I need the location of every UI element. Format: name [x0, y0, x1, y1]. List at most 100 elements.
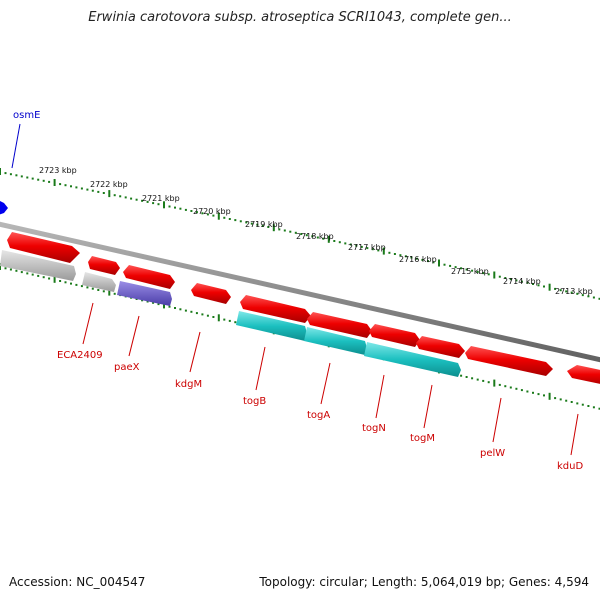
ruler-minor-tick	[278, 228, 281, 231]
ruler-minor-tick	[487, 381, 490, 384]
ruler-minor-tick	[157, 303, 160, 306]
ruler-minor-tick	[228, 218, 231, 220]
ruler-minor-tick	[184, 309, 187, 312]
gene-arrow-10[interactable]	[307, 312, 372, 338]
ruler-minor-tick	[201, 313, 204, 316]
feature-label-togm[interactable]: togM	[410, 433, 435, 444]
gene-arrow-2[interactable]	[0, 250, 76, 281]
ruler-minor-tick	[212, 316, 215, 318]
gene-arrow-14[interactable]	[416, 336, 465, 358]
ruler-minor-tick	[554, 397, 557, 400]
ruler-minor-tick	[543, 285, 545, 288]
ruler-minor-tick	[4, 172, 7, 175]
feature-label-eca2409[interactable]: ECA2409	[57, 350, 103, 361]
ruler-minor-tick	[311, 235, 314, 238]
feature-label-togb[interactable]: togB	[243, 396, 266, 407]
ruler-minor-tick	[404, 255, 407, 258]
ruler-minor-tick	[498, 275, 501, 278]
ruler-minor-tick	[174, 307, 176, 309]
ruler-minor-tick	[64, 281, 67, 284]
ruler-minor-tick	[322, 237, 325, 240]
ruler-major-tick	[53, 275, 56, 283]
ruler-minor-tick	[152, 301, 155, 304]
gene-arrow-5[interactable]	[123, 265, 175, 289]
ruler-minor-tick	[174, 206, 176, 209]
gene-arrow-16[interactable]	[567, 365, 600, 386]
ruler-major-tick	[0, 263, 1, 270]
ruler-minor-tick	[559, 289, 562, 292]
ruler-minor-tick	[520, 389, 523, 392]
feature-label-kdgm[interactable]: kdgM	[175, 379, 202, 390]
gene-arrow-8[interactable]	[240, 295, 311, 323]
tick-label: 2713 kbp	[555, 287, 593, 296]
ruler-minor-tick	[598, 407, 600, 410]
gene-arrow-11[interactable]	[304, 327, 367, 355]
ruler-minor-tick	[537, 393, 540, 396]
ruler-minor-tick	[212, 214, 215, 217]
ruler-minor-tick	[316, 236, 319, 239]
ruler-minor-tick	[427, 260, 429, 263]
ruler-minor-tick	[261, 224, 264, 227]
feature-label-osme[interactable]: osmE	[13, 110, 40, 121]
gene-arrow-7[interactable]	[191, 283, 231, 304]
ruler-minor-tick	[124, 196, 127, 199]
ruler-minor-tick	[48, 277, 51, 280]
ruler-minor-tick	[471, 269, 474, 272]
ruler-minor-tick	[102, 192, 105, 194]
tick-label: 2715 kbp	[451, 267, 489, 276]
ruler-minor-tick	[179, 308, 182, 311]
ruler-minor-tick	[476, 378, 479, 381]
tick-label: 2718 kbp	[296, 232, 334, 241]
feature-label-pelw[interactable]: pelW	[480, 448, 505, 459]
ruler-minor-tick	[515, 279, 518, 282]
ruler-minor-tick	[20, 175, 23, 178]
ruler-minor-tick	[305, 234, 308, 237]
gene-arrow-3[interactable]	[88, 256, 120, 275]
ruler-minor-tick	[537, 284, 540, 287]
ruler-major-tick	[163, 301, 165, 309]
ruler-minor-tick	[31, 177, 34, 180]
ruler-minor-tick	[113, 292, 116, 295]
ruler-minor-tick	[48, 180, 51, 183]
osme-marker[interactable]	[0, 200, 8, 215]
feature-label-kdud[interactable]: kduD	[557, 461, 583, 472]
gene-arrow-6[interactable]	[117, 281, 172, 306]
leader-togn	[375, 374, 385, 419]
ruler-minor-tick	[70, 185, 72, 188]
ruler-minor-tick	[460, 374, 463, 377]
gene-arrow-12[interactable]	[369, 324, 420, 347]
ruler-minor-tick	[543, 394, 545, 397]
gene-arrow-9[interactable]	[236, 311, 307, 341]
gene-arrow-13[interactable]	[364, 342, 461, 377]
feature-label-paex[interactable]: paeX	[114, 362, 140, 373]
tick-label: 2722 kbp	[90, 180, 128, 189]
ruler-minor-tick	[449, 264, 452, 267]
gene-arrow-15[interactable]	[465, 346, 553, 376]
feature-label-togn[interactable]: togN	[362, 423, 386, 434]
ruler-minor-tick	[565, 399, 568, 402]
feature-label-toga[interactable]: togA	[307, 410, 330, 421]
ruler-minor-tick	[388, 251, 391, 254]
ruler-minor-tick	[509, 278, 512, 281]
ruler-minor-tick	[349, 243, 352, 246]
ruler-minor-tick	[184, 208, 187, 211]
ruler-minor-tick	[333, 240, 336, 242]
ruler-minor-tick	[565, 290, 568, 293]
ruler-minor-tick	[97, 190, 100, 193]
tick-label: 2720 kbp	[193, 207, 231, 216]
ruler-minor-tick	[146, 300, 149, 303]
ruler-minor-tick	[190, 210, 193, 212]
gene-arrow-1[interactable]	[7, 232, 80, 263]
ruler-minor-tick	[20, 271, 23, 274]
ruler-minor-tick	[135, 198, 138, 201]
ruler-minor-tick	[91, 189, 94, 192]
osme-leader	[11, 123, 21, 169]
ruler-minor-tick	[581, 403, 584, 406]
gene-features	[0, 232, 600, 386]
label-leaders	[82, 302, 579, 456]
gene-arrow-4[interactable]	[82, 272, 116, 292]
ruler-minor-tick	[289, 230, 292, 233]
ruler-minor-tick	[366, 247, 369, 250]
accession-text: Accession: NC_004547	[9, 575, 146, 589]
ruler-minor-tick	[554, 287, 557, 290]
